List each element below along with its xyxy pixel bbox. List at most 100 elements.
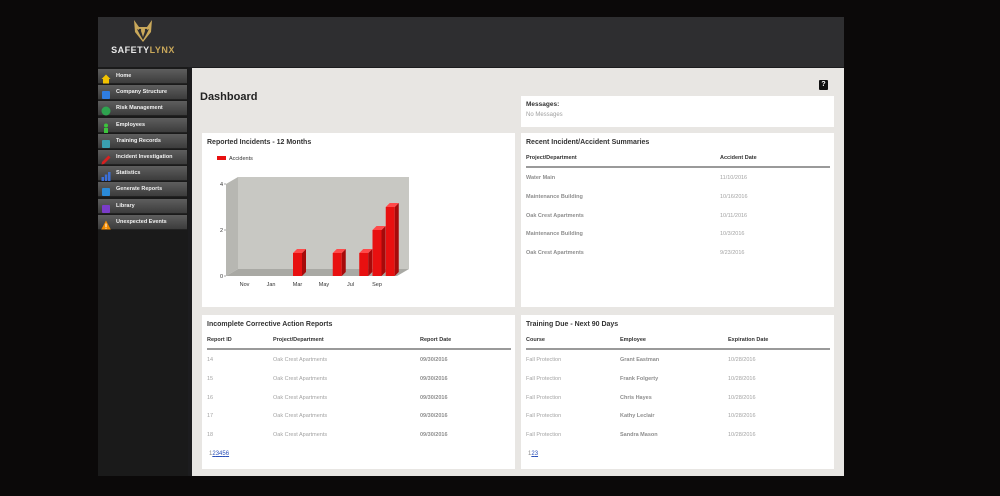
- col-report-date: Report Date: [420, 337, 452, 343]
- table-cell: 09/30/2016: [420, 357, 448, 363]
- header-divider: [207, 348, 511, 350]
- col-report-id: Report ID: [207, 337, 232, 343]
- sidebar-item-risk-management[interactable]: Risk Management: [98, 101, 187, 117]
- sidebar-item-employees[interactable]: Employees: [98, 117, 187, 133]
- table-cell: 10/11/2016: [720, 212, 748, 219]
- table-cell[interactable]: 15: [207, 375, 214, 382]
- page-link-6[interactable]: 6: [225, 451, 230, 457]
- table-cell[interactable]: Maintenance Building: [526, 231, 583, 238]
- table-cell[interactable]: Fall Protection: [526, 375, 562, 382]
- sidebar-item-label: Library: [116, 202, 135, 209]
- table-cell[interactable]: Oak Crest Apartments: [526, 212, 584, 219]
- table-cell[interactable]: 16: [207, 394, 214, 401]
- table-cell[interactable]: Fall Protection: [526, 432, 562, 439]
- table-cell: 10/28/2016: [728, 413, 756, 420]
- sidebar-item-label: Incident Investigation: [116, 154, 173, 160]
- main-content: ? Dashboard Messages: No Messages Report…: [192, 68, 844, 476]
- bar-side-Oct: [394, 203, 399, 276]
- pencil-icon: [101, 152, 111, 165]
- page-link-3[interactable]: 3: [215, 451, 220, 457]
- table-cell[interactable]: Fall Protection: [526, 413, 562, 420]
- bar-Oct: [385, 207, 395, 276]
- bar-Jun: [332, 253, 342, 276]
- table-cell: Oak Crest Apartments: [273, 375, 328, 382]
- table-cell[interactable]: Fall Protection: [526, 357, 562, 363]
- header-divider: [526, 166, 830, 168]
- page-link-5[interactable]: 5: [222, 451, 226, 457]
- corrective-actions-title: Incomplete Corrective Action Reports: [207, 321, 333, 328]
- app-window: SAFETYLYNX Home Company Structure Risk Man…: [98, 17, 844, 476]
- table-cell[interactable]: Oak Crest Apartments: [526, 250, 584, 257]
- table-cell: 09/30/2016: [420, 394, 448, 401]
- bar-Mar: [293, 253, 302, 276]
- sidebar-item-label: Employees: [116, 121, 146, 128]
- building-icon: [101, 87, 111, 100]
- table-cell: 09/30/2016: [420, 413, 448, 420]
- x-tick-label-Nov: Nov: [240, 282, 250, 288]
- table-cell: 09/30/2016: [420, 432, 448, 439]
- table-cell: Kathy Leclair: [620, 413, 655, 420]
- page-link-4[interactable]: 4: [219, 451, 223, 457]
- col-employee: Employee: [620, 337, 646, 343]
- col-accident-date: Accident Date: [720, 155, 757, 161]
- chart-icon: [101, 168, 111, 182]
- sidebar-item-label: Generate Reports: [116, 186, 163, 193]
- page-link-2[interactable]: 2: [212, 451, 216, 457]
- col-project-department: Project/Department: [526, 155, 577, 161]
- table-cell[interactable]: 18: [207, 432, 214, 439]
- bar-Sep: [372, 230, 382, 276]
- sidebar-item-training-records[interactable]: Training Records: [98, 133, 187, 149]
- page-link-3[interactable]: 3: [534, 451, 539, 457]
- table-cell[interactable]: Maintenance Building: [526, 193, 583, 200]
- person-icon: [101, 120, 111, 133]
- col-expiration-date: Expiration Date: [728, 337, 769, 343]
- logo[interactable]: SAFETYLYNX: [102, 19, 184, 65]
- table-cell: 09/30/2016: [420, 375, 448, 382]
- reported-incidents-panel: Reported Incidents - 12 Months 0 2 4 Nov Jan…: [202, 133, 515, 307]
- sidebar-item-statistics[interactable]: Statistics: [98, 166, 187, 182]
- corrective-pagination: 123456: [209, 451, 229, 457]
- table-cell[interactable]: 17: [207, 413, 214, 420]
- graduation-cap-icon: [101, 136, 111, 148]
- bar-top-Oct: [385, 203, 399, 207]
- sidebar-item-home[interactable]: Home: [98, 69, 187, 84]
- y-tick-label: 0: [220, 274, 223, 280]
- lynx-head-logo-icon: [134, 20, 152, 42]
- bar-side-Jun: [341, 249, 346, 276]
- x-tick-label-Jan: Jan: [267, 282, 276, 288]
- table-cell[interactable]: Water Main: [526, 175, 556, 181]
- table-cell: Oak Crest Apartments: [273, 432, 328, 439]
- x-tick-label-May: May: [319, 282, 330, 288]
- page-link-1[interactable]: 1: [209, 451, 213, 457]
- table-cell: 10/28/2016: [728, 357, 756, 363]
- training-due-title: Training Due - Next 90 Days: [526, 321, 619, 328]
- col-project-department: Project/Department: [273, 337, 324, 343]
- bar-side-Aug: [368, 249, 373, 276]
- page-link-2[interactable]: 2: [531, 451, 535, 457]
- sidebar-item-generate-reports[interactable]: Generate Reports: [98, 182, 187, 198]
- table-cell[interactable]: 14: [207, 357, 214, 363]
- x-tick-label-Jul: Jul: [347, 282, 354, 288]
- table-cell: Grant Eastman: [620, 357, 660, 363]
- page-link-1[interactable]: 1: [528, 451, 532, 457]
- sidebar-item-label: Company Structure: [116, 89, 168, 96]
- warning-icon: [101, 217, 111, 230]
- table-cell: Oak Crest Apartments: [273, 413, 328, 420]
- report-icon: [101, 184, 111, 197]
- messages-body: No Messages: [526, 112, 563, 118]
- page-title: Dashboard: [200, 91, 258, 103]
- table-cell: Chris Hayes: [620, 394, 652, 401]
- top-bar: SAFETYLYNX: [98, 17, 844, 67]
- table-cell[interactable]: Fall Protection: [526, 394, 562, 401]
- messages-title: Messages:: [526, 101, 560, 108]
- sidebar-item-unexpected-events[interactable]: Unexpected Events: [98, 214, 187, 230]
- legend-label: Accidents: [229, 156, 253, 162]
- sidebar-item-label: Training Records: [116, 137, 161, 144]
- sidebar-item-library[interactable]: Library: [98, 198, 187, 214]
- sidebar-item-company-structure[interactable]: Company Structure: [98, 85, 187, 101]
- table-cell: 10/16/2016: [720, 193, 748, 200]
- table-cell: 9/23/2016: [720, 250, 745, 257]
- help-button[interactable]: ?: [819, 80, 828, 90]
- sidebar-item-incident-investigation[interactable]: Incident Investigation: [98, 150, 187, 165]
- book-icon: [101, 201, 111, 213]
